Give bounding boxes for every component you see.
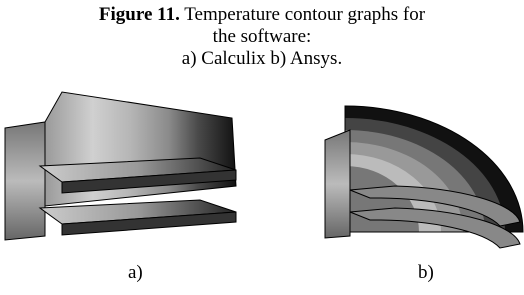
caption-subtext: a) Calculix b) Ansys. xyxy=(182,48,342,69)
caption-text: Temperature contour graphs for the softw… xyxy=(184,4,425,47)
figure-label: Figure 11. xyxy=(99,4,180,25)
ansys-contour xyxy=(325,106,523,248)
figure-caption: Figure 11. Temperature contour graphs fo… xyxy=(92,4,432,70)
subfigure-label: a) xyxy=(128,262,143,284)
subfigure-label: b) xyxy=(418,262,434,284)
calculix-contour xyxy=(5,92,236,240)
figure: Figure 11. Temperature contour graphs fo… xyxy=(0,0,524,295)
